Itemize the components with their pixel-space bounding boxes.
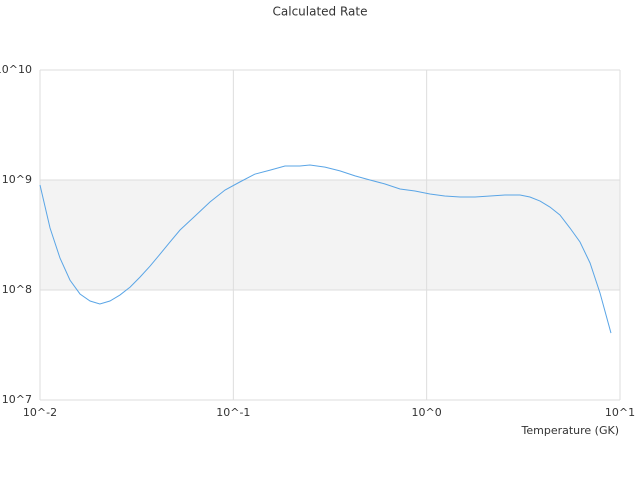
y-tick-label: 10^8 <box>2 283 32 296</box>
x-tick-label: 10^0 <box>412 406 442 419</box>
x-tick-label: 10^1 <box>605 406 635 419</box>
y-tick-label: 10^9 <box>2 173 32 186</box>
y-tick-label: 10^7 <box>2 393 32 406</box>
chart-title: Calculated Rate <box>273 5 368 19</box>
plot-band <box>40 180 620 290</box>
x-tick-label: 10^-2 <box>23 406 57 419</box>
line-series <box>39 164 612 334</box>
y-tick-label: 10^10 <box>0 63 32 76</box>
x-tick-label: 10^-1 <box>216 406 250 419</box>
x-axis-label: Temperature (GK) <box>521 424 620 437</box>
